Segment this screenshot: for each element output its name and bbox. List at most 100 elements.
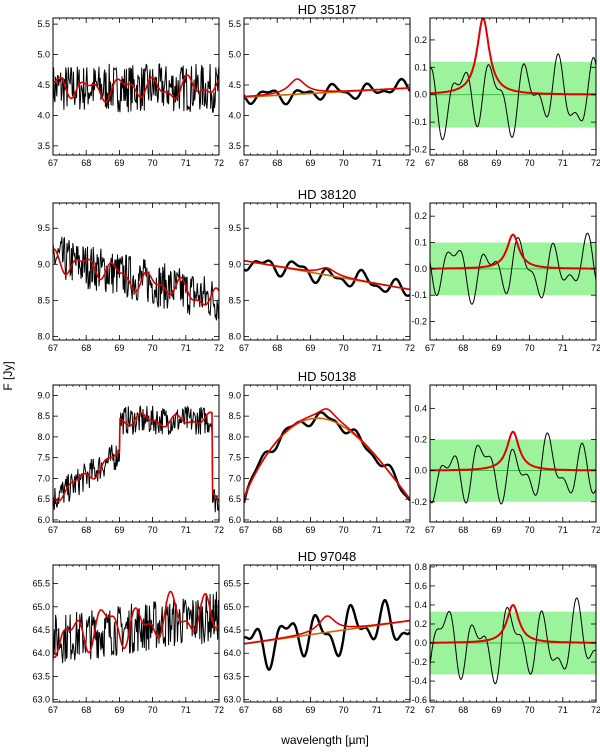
y-tick-label: 9.0	[228, 390, 241, 400]
chart-title: HD 50138	[298, 369, 357, 384]
y-tick-label: 63.5	[32, 671, 50, 681]
line-plus-continuum-fit	[244, 78, 410, 98]
y-tick-label: 8.0	[228, 331, 241, 341]
y-tick-label: 0.2	[414, 434, 427, 444]
y-tick-label: 9.0	[37, 259, 50, 269]
x-tick-label: 67	[239, 343, 249, 353]
y-tick-label: 65.5	[32, 579, 50, 589]
x-tick-label: 69	[491, 343, 501, 353]
raw-spectrum	[53, 236, 219, 321]
x-tick-label: 70	[148, 525, 158, 535]
x-tick-label: 68	[458, 343, 468, 353]
x-tick-label: 72	[405, 343, 415, 353]
panel-raw: 67 68 69 70 71 72 6.0 6.5 7.0 7.5 8.0 8.5 9.0	[37, 384, 224, 535]
smoothed-spectrum	[53, 74, 219, 103]
x-tick-label: 71	[558, 158, 568, 168]
y-tick-label: 3.5	[228, 141, 241, 151]
chart-row-3: HD 50138 67 68 69 70 71 72 6.0 6.5 7.0 7.5 8.0 8.5 9.…	[37, 369, 600, 535]
line-fit	[430, 603, 596, 644]
y-tick-label: 0.4	[414, 403, 427, 413]
smoothed-spectrum	[53, 411, 219, 503]
raw-spectrum	[53, 63, 219, 113]
panel-frame	[429, 384, 597, 523]
x-tick-label: 70	[339, 525, 349, 535]
y-tick-label: 9.0	[37, 390, 50, 400]
residual-trace	[430, 53, 596, 141]
residual-trace	[430, 597, 596, 685]
x-tick-label: 71	[372, 705, 382, 715]
chart-title: HD 35187	[298, 2, 357, 17]
y-tick-label: 7.5	[228, 453, 241, 463]
smoothed-data	[244, 598, 410, 672]
y-tick-label: 6.0	[228, 515, 241, 525]
y-tick-label: 6.0	[37, 515, 50, 525]
x-tick-label: 72	[405, 525, 415, 535]
x-tick-label: 69	[305, 343, 315, 353]
raw-spectrum	[53, 591, 219, 664]
x-tick-label: 68	[81, 343, 91, 353]
panel-frame	[52, 202, 220, 341]
line-fit	[430, 18, 596, 96]
line-plus-continuum-fit	[244, 259, 410, 291]
panel-residual: 67 68 69 70 71 72 -0.2 -0.1 0.0 0.1 0.2	[411, 202, 600, 353]
line-plus-continuum-fit	[244, 408, 410, 500]
x-tick-label: 68	[458, 158, 468, 168]
y-tick-label: 0.0	[414, 264, 427, 274]
x-tick-label: 69	[491, 525, 501, 535]
x-tick-label: 71	[181, 343, 191, 353]
x-tick-label: 69	[114, 158, 124, 168]
y-tick-label: 8.5	[37, 295, 50, 305]
residual-trace	[430, 232, 596, 305]
x-tick-label: 72	[405, 705, 415, 715]
y-tick-label: 0.0	[414, 466, 427, 476]
line-fit	[430, 233, 596, 270]
y-tick-label: 0.0	[414, 638, 427, 648]
chart-title: HD 97048	[298, 549, 357, 564]
y-tick-label: 4.0	[37, 110, 50, 120]
y-tick-label: 7.0	[37, 473, 50, 483]
x-tick-label: 67	[48, 525, 58, 535]
y-tick-label: 65.0	[32, 602, 50, 612]
x-axis-title: wavelength [µm]	[280, 733, 369, 747]
x-tick-label: 69	[305, 525, 315, 535]
x-tick-label: 69	[114, 343, 124, 353]
y-tick-label: 0.4	[414, 600, 427, 610]
smoothed-spectrum	[53, 590, 219, 659]
y-tick-label: -0.1	[411, 290, 427, 300]
panel-frame	[243, 564, 411, 703]
x-tick-label: 68	[272, 158, 282, 168]
y-tick-label: 7.5	[37, 453, 50, 463]
y-tick-label: 8.5	[228, 411, 241, 421]
x-tick-label: 68	[272, 343, 282, 353]
panel-raw: 67 68 69 70 71 72 63.0 63.5 64.0 64.5 65.0 65.5	[32, 564, 224, 715]
x-tick-label: 70	[525, 158, 535, 168]
panel-frame	[52, 384, 220, 523]
x-tick-label: 68	[81, 705, 91, 715]
panel-frame	[429, 202, 597, 341]
smoothed-data	[244, 77, 410, 106]
y-tick-label: 63.0	[223, 695, 241, 705]
y-tick-label: 8.0	[37, 432, 50, 442]
x-tick-label: 67	[425, 705, 435, 715]
x-tick-label: 71	[558, 705, 568, 715]
y-tick-label: 9.5	[37, 223, 50, 233]
x-tick-label: 72	[214, 343, 224, 353]
y-tick-label: 5.0	[228, 50, 241, 60]
y-tick-label: 0.0	[414, 90, 427, 100]
y-tick-label: 64.5	[223, 625, 241, 635]
y-tick-label: 4.5	[37, 80, 50, 90]
x-tick-label: 72	[214, 525, 224, 535]
y-tick-label: 0.6	[414, 581, 427, 591]
x-tick-label: 67	[48, 343, 58, 353]
x-tick-label: 70	[525, 525, 535, 535]
line-fit	[430, 430, 596, 472]
x-tick-label: 68	[458, 705, 468, 715]
y-tick-label: 4.5	[228, 80, 241, 90]
x-tick-label: 71	[372, 158, 382, 168]
chart-row-2: HD 38120 67 68 69 70 71 72 8.0 8.5 9.0 9.5 67 68 69 70…	[37, 187, 600, 353]
y-tick-label: 4.0	[228, 110, 241, 120]
y-tick-label: -0.2	[411, 145, 427, 155]
chart-title: HD 38120	[298, 187, 357, 202]
